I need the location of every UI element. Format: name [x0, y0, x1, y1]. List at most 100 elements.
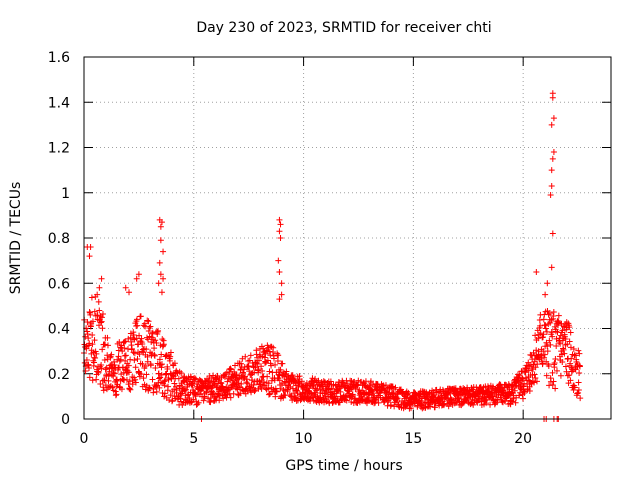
- data-point: [553, 343, 560, 350]
- data-point: [408, 405, 415, 412]
- data-point: [243, 376, 250, 383]
- data-point: [122, 352, 129, 359]
- data-point: [172, 383, 179, 390]
- data-point: [272, 393, 279, 400]
- data-point: [404, 390, 411, 397]
- data-point: [98, 365, 105, 372]
- data-point: [158, 219, 165, 226]
- data-point: [539, 360, 546, 367]
- data-point: [175, 375, 182, 382]
- data-point: [277, 385, 284, 392]
- data-point: [153, 388, 160, 395]
- data-point: [519, 375, 526, 382]
- data-point: [139, 340, 146, 347]
- plot-border: [83, 56, 612, 420]
- data-point: [264, 357, 271, 364]
- data-point: [484, 383, 491, 390]
- data-point: [95, 369, 102, 376]
- data-point: [134, 322, 141, 329]
- data-point: [84, 318, 91, 325]
- data-point: [91, 308, 98, 315]
- data-point: [228, 366, 235, 373]
- data-point: [571, 384, 578, 391]
- data-point: [101, 377, 108, 384]
- data-point: [389, 389, 396, 396]
- data-point: [575, 389, 582, 396]
- data-point: [145, 318, 152, 325]
- data-point: [334, 387, 341, 394]
- data-point: [93, 376, 100, 383]
- data-point: [266, 368, 273, 375]
- data-point: [127, 386, 134, 393]
- data-point: [111, 370, 118, 377]
- data-point: [549, 155, 556, 162]
- data-point: [151, 352, 158, 359]
- data-point: [132, 376, 139, 383]
- data-point: [445, 403, 452, 410]
- data-point: [192, 375, 199, 382]
- data-point: [550, 378, 557, 385]
- data-point: [549, 230, 556, 237]
- data-point: [99, 311, 106, 318]
- y-tick-label: 1: [61, 186, 70, 202]
- data-point: [92, 355, 99, 362]
- data-point: [167, 392, 174, 399]
- data-point: [96, 307, 103, 314]
- data-point: [138, 371, 145, 378]
- data-point: [557, 340, 564, 347]
- data-point: [113, 391, 120, 398]
- data-point: [265, 385, 272, 392]
- data-point: [151, 351, 158, 358]
- data-point: [258, 363, 265, 370]
- data-point: [537, 322, 544, 329]
- data-point: [152, 337, 159, 344]
- data-point: [530, 349, 537, 356]
- x-tick-label: 5: [189, 431, 198, 447]
- data-point: [210, 389, 217, 396]
- y-tick-label: 1.6: [48, 50, 70, 66]
- data-point: [489, 393, 496, 400]
- y-tick-label: 0.4: [48, 322, 70, 338]
- data-point: [547, 192, 554, 199]
- data-point: [392, 384, 399, 391]
- data-point: [158, 351, 165, 358]
- data-point: [250, 381, 257, 388]
- data-point: [291, 377, 298, 384]
- data-point: [552, 385, 559, 392]
- data-point: [145, 328, 152, 335]
- data-point: [171, 360, 178, 367]
- data-point: [230, 390, 237, 397]
- data-point: [575, 347, 582, 354]
- data-point: [276, 268, 283, 275]
- data-point: [550, 115, 557, 122]
- data-point: [133, 316, 140, 323]
- x-tick-label: 20: [514, 431, 532, 447]
- data-point: [143, 346, 150, 353]
- data-point: [97, 319, 104, 326]
- data-point: [118, 386, 125, 393]
- data-point: [217, 379, 224, 386]
- data-point: [154, 329, 161, 335]
- data-point: [104, 342, 111, 349]
- tick-labels: 0 0.2 0.4 0.6 0.8 1 1.2 1.4 1.6 0 5 10 15 20: [48, 50, 532, 447]
- data-point: [267, 352, 274, 359]
- data-point: [99, 346, 106, 353]
- data-point: [147, 323, 154, 330]
- data-point: [532, 332, 539, 339]
- data-point: [494, 399, 501, 406]
- data-point: [195, 399, 202, 406]
- data-point: [549, 333, 556, 340]
- data-point: [566, 338, 573, 345]
- data-point: [343, 397, 350, 404]
- data-point: [94, 291, 101, 298]
- data-point: [516, 372, 523, 379]
- data-point: [483, 396, 490, 403]
- data-point: [255, 357, 262, 364]
- data-point: [126, 369, 133, 376]
- data-point: [279, 360, 286, 367]
- data-point: [310, 382, 317, 389]
- data-point: [134, 355, 141, 362]
- data-point: [278, 291, 285, 298]
- data-point: [452, 385, 459, 392]
- data-point: [129, 381, 136, 388]
